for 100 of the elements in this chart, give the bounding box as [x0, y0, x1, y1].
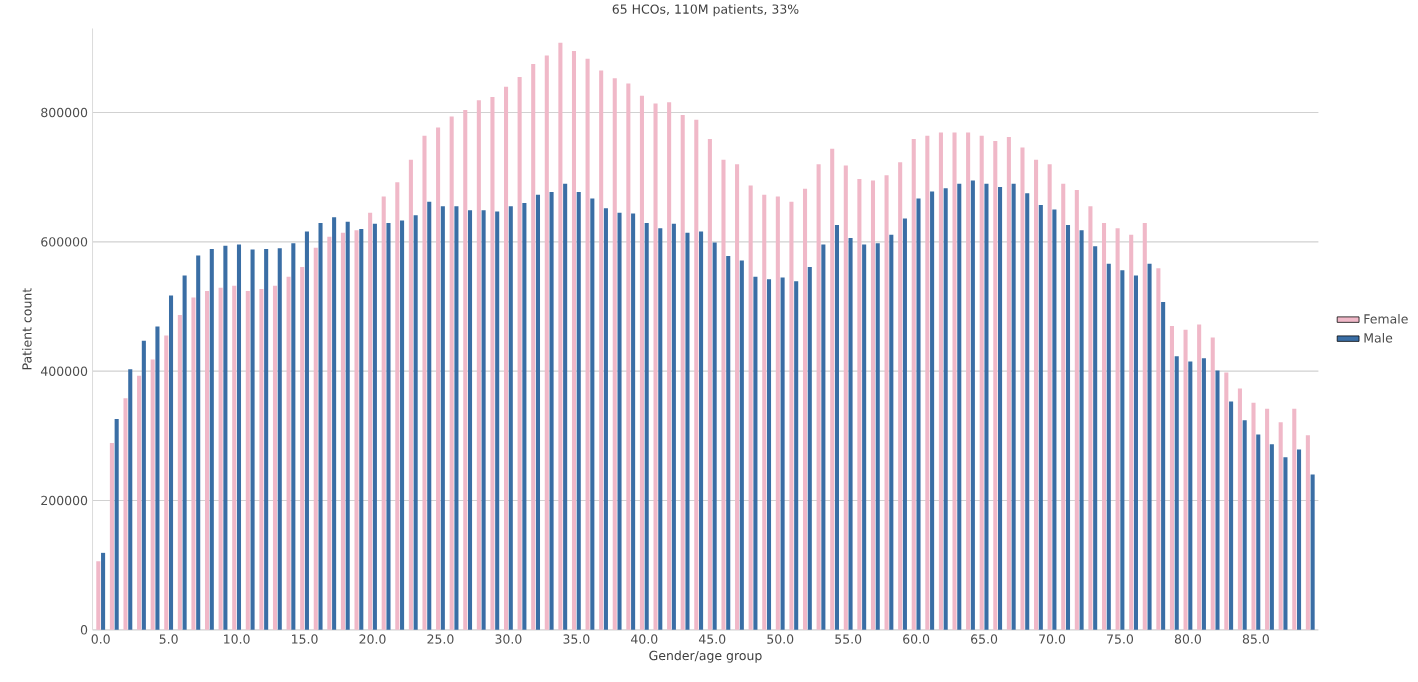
bar	[943, 188, 948, 630]
bar	[816, 164, 821, 630]
bar	[291, 243, 296, 630]
bar	[245, 291, 250, 630]
bar	[1201, 358, 1206, 630]
bar	[205, 291, 210, 630]
bar	[902, 218, 907, 630]
bar	[449, 116, 454, 630]
bar	[422, 135, 427, 630]
bar	[612, 78, 617, 630]
bar	[735, 164, 740, 630]
bar	[576, 192, 581, 630]
bar	[1088, 206, 1093, 630]
bar	[571, 51, 577, 630]
bar	[1115, 228, 1120, 630]
bar	[1278, 422, 1283, 630]
bar	[911, 139, 916, 630]
bar	[1025, 193, 1030, 630]
bar	[141, 340, 146, 630]
bar	[617, 212, 622, 630]
bar	[481, 210, 486, 630]
bar	[522, 203, 527, 630]
bar	[1101, 223, 1107, 630]
bar	[1120, 270, 1125, 630]
bar	[1156, 268, 1161, 630]
bar	[272, 285, 278, 630]
bar	[1183, 329, 1188, 630]
bar	[544, 55, 549, 630]
bar	[395, 182, 400, 630]
bar	[680, 115, 685, 630]
bar	[440, 206, 445, 630]
bar	[101, 552, 106, 630]
bar	[957, 183, 962, 630]
bar	[862, 244, 867, 630]
bar	[748, 185, 753, 630]
bar	[504, 86, 509, 630]
bar	[454, 206, 459, 630]
bar	[1215, 370, 1220, 630]
bar	[155, 326, 160, 630]
bar	[712, 242, 717, 630]
bar	[1292, 408, 1297, 630]
bar	[300, 267, 305, 630]
bar	[304, 231, 309, 630]
bar	[1161, 302, 1166, 630]
bar	[209, 249, 214, 630]
bar	[930, 191, 935, 630]
bar	[998, 186, 1003, 630]
bar	[123, 398, 128, 630]
bar	[318, 223, 323, 630]
bar	[707, 139, 712, 630]
bar	[463, 109, 468, 630]
bar	[639, 95, 644, 630]
bar	[1229, 401, 1234, 630]
bar	[884, 175, 889, 630]
bar	[1061, 183, 1066, 630]
bar	[368, 212, 373, 630]
bar	[762, 194, 767, 630]
bar	[1305, 435, 1310, 630]
bar	[109, 442, 114, 630]
bar	[1020, 147, 1025, 630]
bar	[830, 148, 835, 630]
bar	[1034, 159, 1039, 630]
bar	[970, 180, 975, 630]
bar	[807, 267, 812, 630]
bar	[427, 201, 432, 630]
bar	[354, 230, 359, 630]
bar	[848, 238, 853, 630]
bar	[753, 276, 758, 630]
bar	[780, 277, 785, 630]
bar	[667, 102, 672, 630]
bar	[1197, 324, 1202, 630]
bar	[340, 232, 345, 630]
bar	[938, 132, 943, 630]
bar	[232, 285, 237, 630]
bar	[182, 275, 187, 630]
bar	[916, 198, 921, 630]
bar	[984, 183, 989, 630]
bar	[843, 165, 848, 630]
bar	[1079, 230, 1084, 630]
bar	[467, 210, 473, 630]
bar	[277, 248, 282, 630]
bar	[381, 196, 386, 630]
bar	[1265, 408, 1270, 630]
bar	[802, 188, 808, 630]
bar	[685, 232, 690, 630]
bar	[1129, 234, 1134, 630]
bar	[775, 196, 780, 630]
bar	[1242, 420, 1247, 630]
bar	[286, 276, 291, 630]
bar	[1142, 223, 1147, 630]
bar	[993, 141, 998, 630]
bar	[766, 279, 772, 630]
bar	[1106, 263, 1111, 630]
bar	[1224, 372, 1229, 630]
bar	[1038, 205, 1043, 630]
bar	[191, 297, 196, 630]
bar	[549, 192, 554, 630]
bar	[1310, 474, 1315, 630]
bar	[150, 359, 155, 630]
bar	[789, 201, 794, 630]
